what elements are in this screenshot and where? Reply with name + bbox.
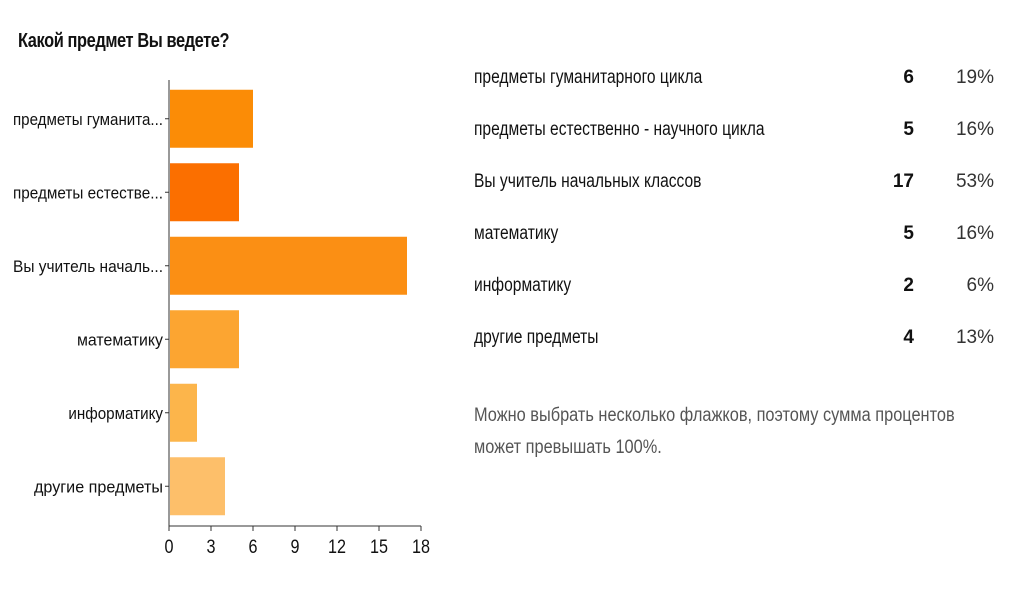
summary-row: предметы гуманитарного цикла 6 19% xyxy=(474,52,994,104)
x-tick-label: 0 xyxy=(165,537,174,558)
bar xyxy=(170,89,253,148)
summary-count: 4 xyxy=(903,327,914,348)
bar xyxy=(170,310,239,369)
summary-label: другие предметы xyxy=(474,327,599,348)
summary-percent: 6% xyxy=(966,275,994,296)
category-label: информатику xyxy=(68,404,163,423)
summary-label: математику xyxy=(474,223,559,244)
x-tick-label: 9 xyxy=(291,537,300,558)
summary-row: математику 5 16% xyxy=(474,208,994,260)
summary-percent: 16% xyxy=(955,223,994,244)
bar xyxy=(170,383,197,442)
summary-percent: 13% xyxy=(955,327,994,348)
summary-table: предметы гуманитарного цикла 6 19% предм… xyxy=(474,52,994,364)
summary-label: предметы естественно - научного цикла xyxy=(474,119,765,140)
bar xyxy=(170,163,239,222)
category-label: Вы учитель началь... xyxy=(13,257,163,276)
summary-percent: 19% xyxy=(955,67,994,88)
summary-count: 2 xyxy=(903,275,914,296)
summary-label: Вы учитель начальных классов xyxy=(474,171,702,192)
summary-count: 17 xyxy=(892,171,914,192)
bar-chart: предметы гуманита... предметы естестве...… xyxy=(13,80,430,558)
summary-label: предметы гуманитарного цикла xyxy=(474,67,703,88)
summary-percent: 53% xyxy=(955,171,994,192)
question-title: Какой предмет Вы ведете? xyxy=(18,30,230,52)
category-label: математику xyxy=(77,330,163,349)
x-tick-label: 6 xyxy=(249,537,258,558)
category-label: предметы гуманита... xyxy=(13,110,163,129)
summary-count: 5 xyxy=(903,119,914,140)
x-tick-label: 15 xyxy=(370,537,388,558)
summary-row: другие предметы 4 13% xyxy=(474,312,994,364)
category-label: предметы естестве... xyxy=(13,183,163,202)
footnote: Можно выбрать несколько флажков, поэтому… xyxy=(474,405,955,458)
x-tick-label: 3 xyxy=(207,537,216,558)
summary-percent: 16% xyxy=(955,119,994,140)
x-tick-label: 18 xyxy=(412,537,430,558)
category-label: другие предметы xyxy=(34,477,163,496)
summary-label: информатику xyxy=(474,275,572,296)
summary-row: информатику 2 6% xyxy=(474,260,994,312)
summary-row: предметы естественно - научного цикла 5 … xyxy=(474,104,994,156)
summary-count: 5 xyxy=(903,223,914,244)
summary-row: Вы учитель начальных классов 17 53% xyxy=(474,156,994,208)
bar xyxy=(170,236,407,295)
summary-count: 6 xyxy=(903,67,914,88)
bar xyxy=(170,457,225,516)
x-tick-label: 12 xyxy=(328,537,346,558)
